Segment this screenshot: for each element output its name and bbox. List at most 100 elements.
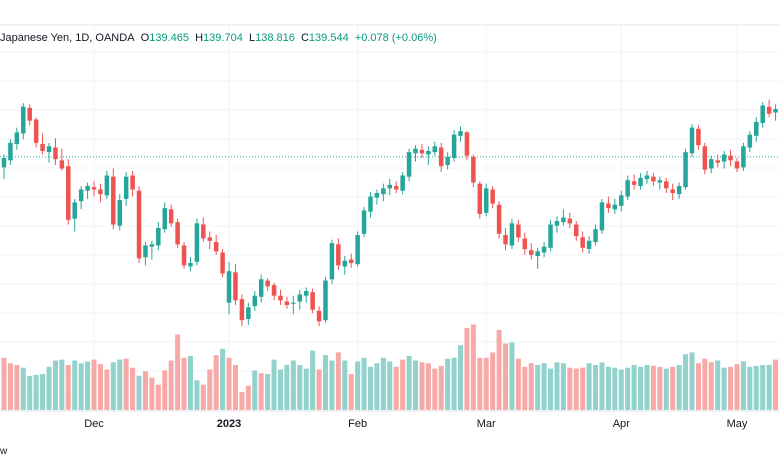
volume-bar	[322, 355, 328, 410]
x-tick-label: Feb	[348, 418, 367, 430]
candle-body	[85, 186, 90, 191]
volume-bar	[670, 366, 676, 410]
legend-high-label: H	[195, 32, 204, 44]
volume-bar	[567, 367, 573, 410]
volume-bar	[52, 360, 58, 410]
candle-body	[715, 160, 720, 163]
volume-bar	[451, 357, 457, 410]
candle-body	[612, 204, 618, 210]
volume-bar	[432, 368, 438, 410]
legend-low-label: L	[248, 32, 256, 44]
candle-body	[496, 204, 502, 234]
volume-bar	[162, 370, 168, 410]
volume-bar	[123, 358, 129, 410]
volume-bar	[14, 365, 20, 410]
volume-bar	[374, 363, 380, 410]
volume-bar	[207, 369, 213, 410]
candle-body	[516, 224, 521, 238]
volume-bar	[104, 369, 110, 410]
volume-bar	[348, 374, 354, 410]
candle-body	[21, 106, 26, 134]
volume-bar	[310, 350, 316, 410]
volume-bar	[342, 360, 348, 410]
candle-body	[207, 237, 213, 241]
volume-bar	[361, 357, 367, 410]
candle-body	[406, 152, 412, 177]
candle-body	[599, 202, 605, 231]
candle-body	[143, 245, 148, 258]
candle-body	[522, 238, 528, 249]
volume-bar	[593, 365, 599, 410]
x-axis: Dec 2023 Feb Mar Apr May	[84, 418, 748, 430]
candle-body	[336, 244, 341, 266]
candle-body	[72, 202, 77, 219]
volume-bar	[541, 363, 547, 410]
volume-bar	[59, 359, 65, 410]
candle-body	[670, 189, 675, 193]
volume-bar	[740, 361, 746, 410]
candle-body	[702, 146, 708, 170]
candle-body	[509, 223, 515, 246]
legend-symbol: Japanese Yen, 1D, OANDA	[0, 32, 135, 44]
candle-body	[683, 152, 688, 188]
volume-bar	[149, 377, 155, 410]
candle-body	[66, 166, 71, 220]
volume-bar	[631, 365, 637, 410]
candle-body	[278, 295, 283, 301]
candle-body	[676, 186, 682, 195]
volume-bar	[766, 365, 772, 410]
volume-bar	[760, 365, 766, 410]
volume-bar	[625, 367, 631, 410]
volume-bar	[187, 356, 193, 410]
candle-body	[8, 142, 13, 161]
volume-bar	[271, 359, 277, 410]
volume-bar	[515, 358, 521, 410]
candle-body	[175, 222, 180, 245]
candle-body	[117, 200, 122, 226]
volume-bar	[335, 352, 341, 410]
candle-body	[213, 242, 219, 252]
candle-body	[40, 144, 45, 151]
candle-body	[252, 295, 258, 307]
legend-change: +0.078 (+0.06%)	[354, 32, 437, 44]
candle-body	[419, 149, 425, 154]
volume-bar	[284, 365, 290, 410]
volume-bar	[290, 360, 296, 410]
volume-bar	[560, 363, 566, 410]
volume-bar	[644, 365, 650, 410]
volume-bar	[168, 360, 174, 410]
candle-body	[130, 175, 135, 190]
volume-bar	[78, 363, 84, 410]
volume-bar	[380, 357, 386, 410]
candle-body	[188, 263, 193, 267]
candle-body	[303, 291, 309, 296]
volume-bar	[329, 360, 335, 410]
candle-body	[580, 237, 585, 248]
candle-body	[226, 271, 232, 303]
volume-bar	[130, 367, 136, 410]
legend-close-value: 139.544	[308, 32, 349, 44]
candle-body	[53, 147, 58, 160]
candle-body	[426, 151, 431, 155]
candles	[1, 99, 778, 326]
volume-bar	[490, 352, 496, 410]
x-tick-label: May	[727, 418, 748, 430]
x-tick-label: Apr	[613, 418, 630, 430]
candle-body	[721, 154, 727, 162]
candle-body	[734, 161, 740, 169]
candle-body	[644, 175, 650, 179]
legend-open-label: O	[140, 32, 150, 44]
candle-body	[233, 272, 238, 301]
volume-bar	[753, 365, 759, 410]
candle-body	[503, 235, 508, 245]
candle-body	[664, 181, 669, 189]
volume-bar	[355, 361, 361, 410]
volume-bar	[155, 384, 161, 410]
volume-bar	[117, 359, 123, 410]
candle-body	[149, 244, 155, 247]
volume-bar	[226, 357, 232, 410]
volume-bar	[175, 334, 181, 410]
volume-bar	[316, 369, 322, 410]
volume-bar	[400, 359, 406, 410]
